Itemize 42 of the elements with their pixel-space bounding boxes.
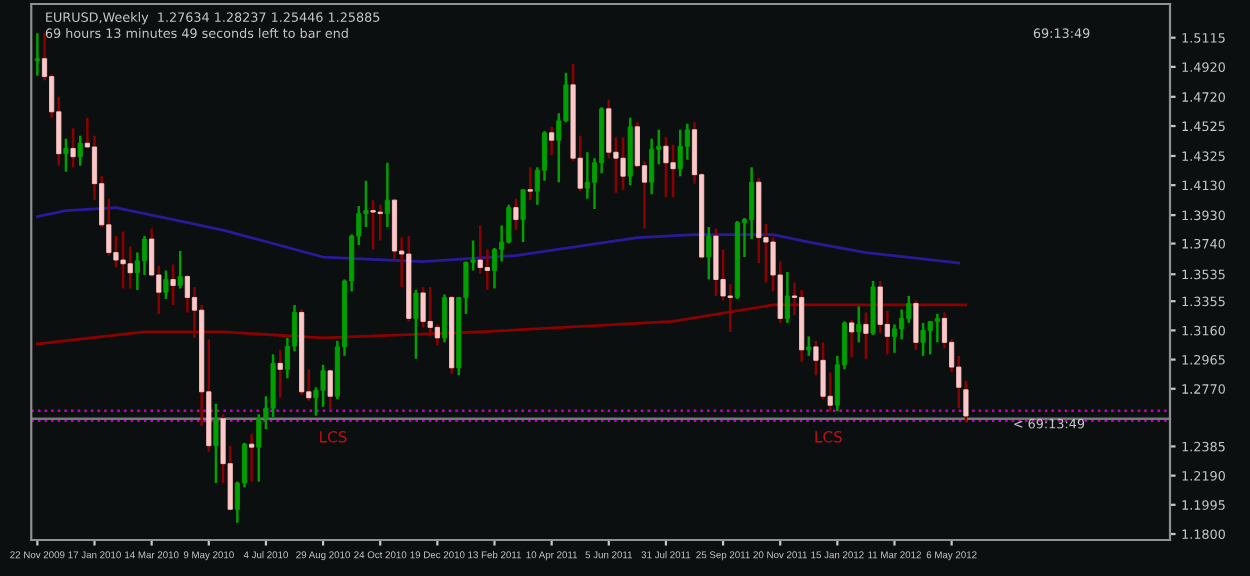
candlestick (784, 270, 790, 325)
candlestick (520, 188, 526, 244)
candlestick (620, 136, 626, 191)
candlestick (863, 311, 869, 361)
candlestick (856, 305, 862, 344)
candlestick (670, 143, 676, 199)
candlestick (384, 161, 390, 229)
candlestick (34, 31, 40, 78)
candlestick (549, 125, 555, 157)
candlestick (713, 227, 719, 298)
candlestick (413, 288, 419, 361)
candlestick (370, 198, 376, 251)
candlestick (806, 335, 812, 358)
candlestick (649, 137, 655, 196)
candlestick (420, 285, 426, 329)
candlestick (927, 320, 933, 356)
candlestick (706, 225, 712, 281)
candlestick (849, 318, 855, 359)
candlestick (527, 165, 533, 202)
line-series (35, 206, 961, 265)
candlestick (213, 402, 219, 485)
candlestick (513, 197, 519, 232)
candlestick (377, 203, 383, 242)
candlestick (484, 248, 490, 292)
candlestick (170, 263, 176, 307)
candlestick (277, 348, 283, 400)
candlestick (163, 269, 169, 301)
candlestick (934, 312, 940, 344)
candlestick (677, 128, 683, 178)
candlestick (320, 363, 326, 408)
candlestick (684, 122, 690, 161)
candlestick (63, 137, 69, 173)
candlestick (120, 230, 126, 290)
candlestick (327, 368, 333, 411)
candlestick (441, 293, 448, 344)
candlestick (70, 127, 76, 169)
candlestick (177, 249, 183, 290)
candlestick (920, 321, 926, 358)
candlestick (663, 136, 669, 199)
candlestick (870, 279, 876, 337)
candlestick (77, 134, 83, 167)
candlestick (249, 432, 255, 483)
